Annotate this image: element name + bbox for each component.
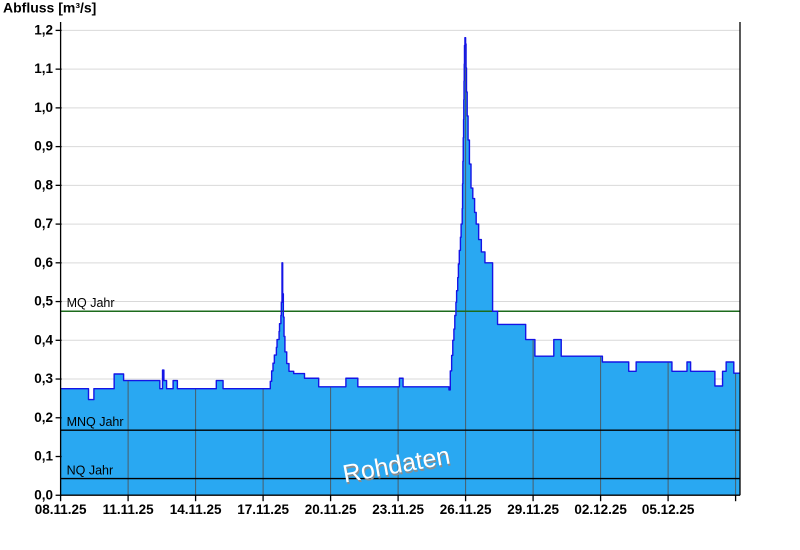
svg-text:0,2: 0,2 <box>34 410 53 425</box>
svg-text:02.12.25: 02.12.25 <box>574 502 627 517</box>
svg-text:1,1: 1,1 <box>34 61 53 76</box>
svg-text:0,4: 0,4 <box>34 332 53 347</box>
svg-text:14.11.25: 14.11.25 <box>170 502 222 517</box>
svg-text:08.11.25: 08.11.25 <box>35 502 87 517</box>
svg-text:29.11.25: 29.11.25 <box>507 502 559 517</box>
svg-text:0,7: 0,7 <box>34 216 53 231</box>
svg-text:0,6: 0,6 <box>34 255 53 270</box>
svg-text:11.11.25: 11.11.25 <box>103 502 155 517</box>
svg-text:0,3: 0,3 <box>34 371 53 386</box>
svg-text:0,1: 0,1 <box>34 449 53 464</box>
svg-text:0,9: 0,9 <box>34 139 53 154</box>
svg-text:05.12.25: 05.12.25 <box>642 502 695 517</box>
svg-text:0,8: 0,8 <box>34 177 53 192</box>
svg-text:20.11.25: 20.11.25 <box>305 502 357 517</box>
svg-text:1,0: 1,0 <box>34 100 53 115</box>
svg-text:MNQ Jahr: MNQ Jahr <box>67 415 124 429</box>
svg-text:26.11.25: 26.11.25 <box>440 502 492 517</box>
svg-text:1,2: 1,2 <box>34 22 53 37</box>
svg-text:Abfluss [m³/s]: Abfluss [m³/s] <box>3 0 96 16</box>
svg-text:NQ Jahr: NQ Jahr <box>67 464 114 478</box>
svg-text:0,0: 0,0 <box>34 487 53 502</box>
svg-text:0,5: 0,5 <box>34 294 53 309</box>
svg-text:17.11.25: 17.11.25 <box>237 502 289 517</box>
svg-text:MQ Jahr: MQ Jahr <box>67 296 115 310</box>
svg-text:23.11.25: 23.11.25 <box>372 502 424 517</box>
